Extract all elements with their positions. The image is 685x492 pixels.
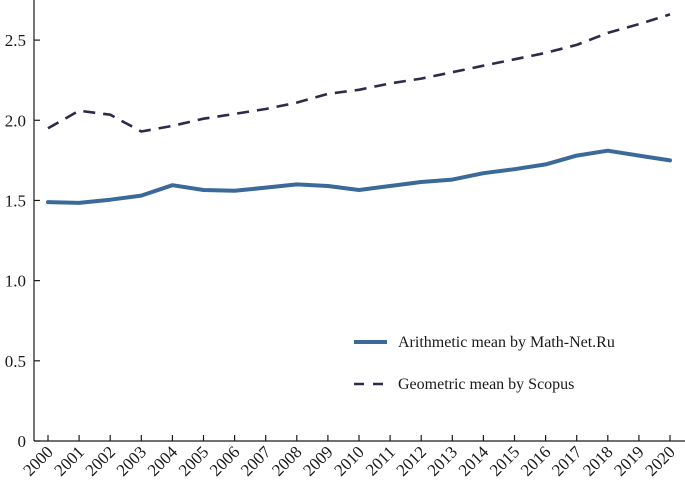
- series-line-arithmetic-mean: [46, 148, 672, 205]
- x-tick-label: 2006: [206, 442, 243, 479]
- x-tick-label: 2015: [486, 442, 523, 479]
- x-tick-label: 2017: [548, 442, 586, 480]
- x-tick-label: 2008: [268, 442, 305, 479]
- axes: [33, 0, 685, 442]
- y-tick-label: 0.5: [5, 352, 26, 371]
- x-tick-label: 2012: [393, 442, 430, 479]
- x-tick-label: 2010: [330, 442, 367, 479]
- x-ticks: 2000200120022003200420052006200720082009…: [19, 435, 679, 480]
- series-line-geometric-mean: [47, 13, 671, 133]
- x-tick-label: 2019: [610, 442, 647, 479]
- series-layer: [46, 13, 672, 205]
- x-tick-label: 2003: [113, 442, 150, 479]
- x-tick-label: 2007: [237, 442, 275, 480]
- x-tick-label: 2013: [424, 442, 461, 479]
- y-ticks: 0 0.5 1.0 1.5 2.0 2.5: [5, 31, 40, 451]
- x-tick-label: 2014: [455, 442, 493, 480]
- y-tick-label: 1.5: [5, 191, 26, 210]
- x-tick-label: 2020: [641, 442, 678, 479]
- x-tick-label: 2002: [82, 442, 119, 479]
- x-tick-label: 2011: [362, 442, 399, 479]
- legend: Arithmetic mean by Math-Net.Ru Geometric …: [354, 334, 615, 393]
- x-tick-label: 2001: [50, 442, 87, 479]
- legend-label: Arithmetic mean by Math-Net.Ru: [398, 334, 615, 351]
- legend-label: Geometric mean by Scopus: [398, 376, 574, 393]
- y-tick-label: 2.0: [5, 111, 26, 130]
- y-tick-label: 2.5: [5, 31, 26, 50]
- x-tick-label: 2004: [144, 442, 182, 480]
- y-tick-label: 1.0: [5, 272, 26, 291]
- x-tick-label: 2016: [517, 442, 554, 479]
- x-tick-label: 2018: [579, 442, 616, 479]
- y-tick-label: 0: [18, 432, 27, 451]
- x-tick-label: 2009: [299, 442, 336, 479]
- x-tick-label: 2005: [175, 442, 212, 479]
